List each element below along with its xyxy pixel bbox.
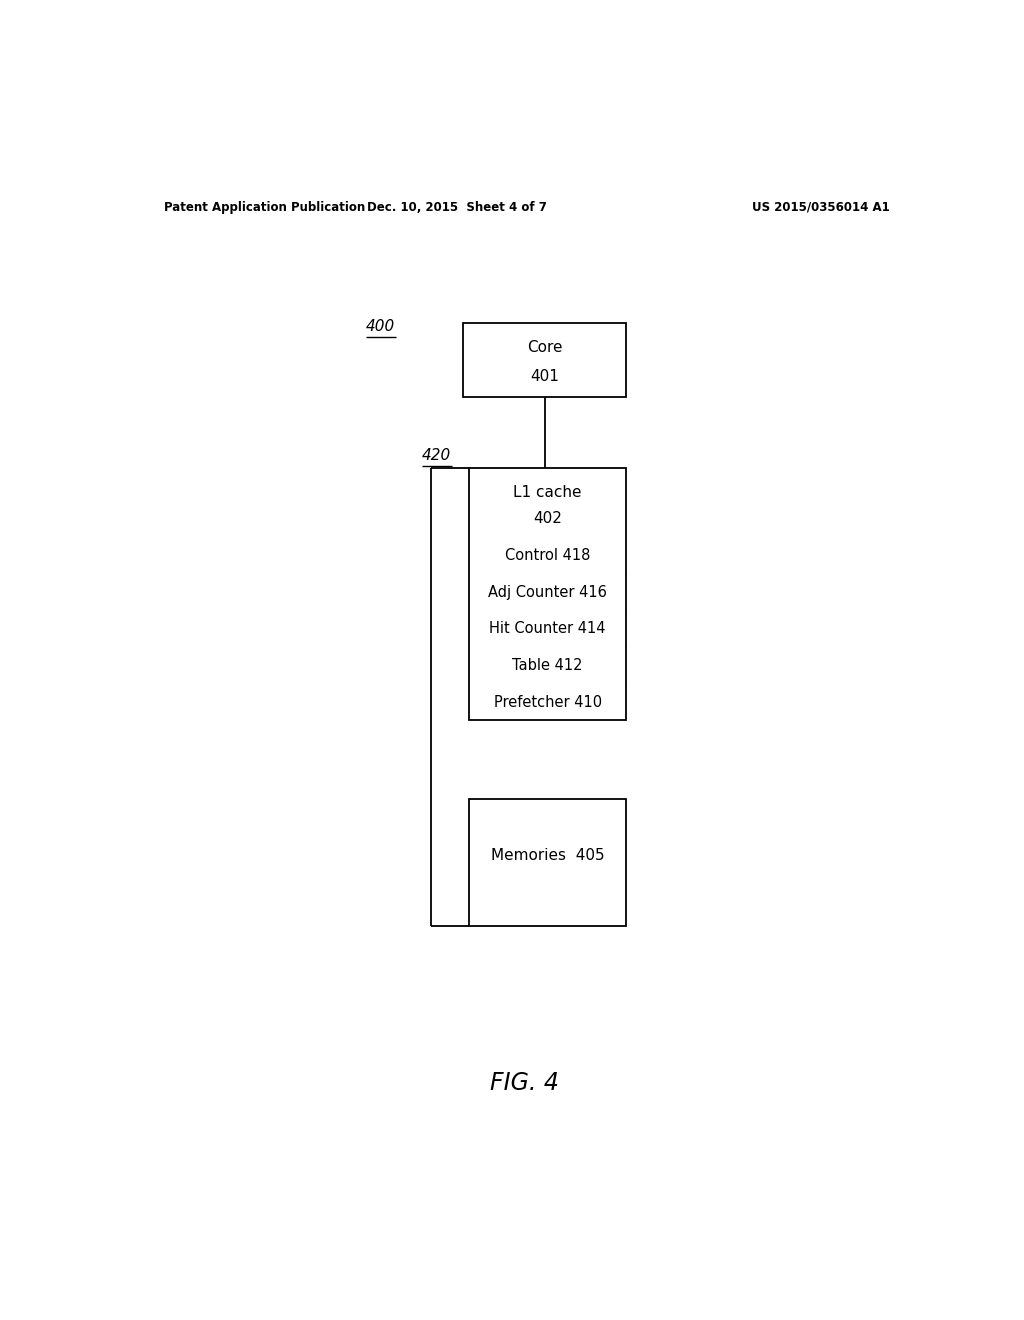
Text: 420: 420 xyxy=(422,449,451,463)
Text: Dec. 10, 2015  Sheet 4 of 7: Dec. 10, 2015 Sheet 4 of 7 xyxy=(368,201,547,214)
Text: Prefetcher 410: Prefetcher 410 xyxy=(494,694,602,710)
Bar xyxy=(463,323,626,397)
Text: Patent Application Publication: Patent Application Publication xyxy=(164,201,365,214)
Text: Core: Core xyxy=(527,341,562,355)
Bar xyxy=(469,799,626,925)
Text: Adj Counter 416: Adj Counter 416 xyxy=(488,585,607,599)
Text: Control 418: Control 418 xyxy=(505,548,590,564)
Text: 401: 401 xyxy=(530,370,559,384)
Text: FIG. 4: FIG. 4 xyxy=(490,1072,559,1096)
Text: US 2015/0356014 A1: US 2015/0356014 A1 xyxy=(752,201,890,214)
Text: 402: 402 xyxy=(534,511,562,525)
Text: 400: 400 xyxy=(367,319,395,334)
Text: Hit Counter 414: Hit Counter 414 xyxy=(489,622,606,636)
Text: Memories  405: Memories 405 xyxy=(490,849,604,863)
Bar xyxy=(469,469,626,721)
Text: Table 412: Table 412 xyxy=(512,659,583,673)
Text: L1 cache: L1 cache xyxy=(513,484,582,500)
